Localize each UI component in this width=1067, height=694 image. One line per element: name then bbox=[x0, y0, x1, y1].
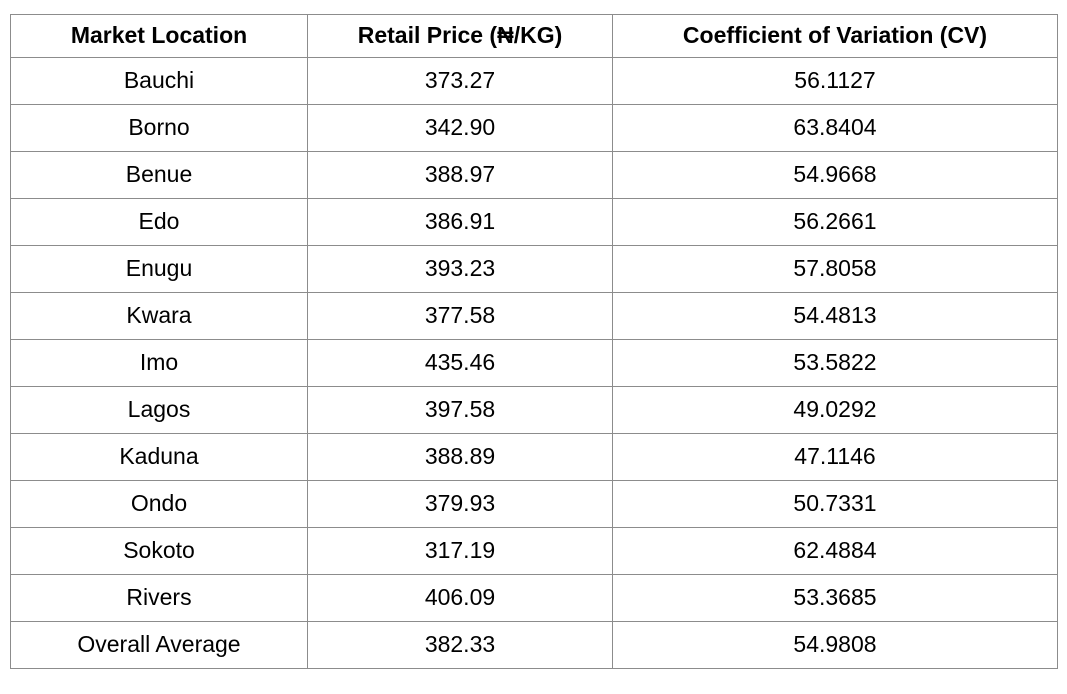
market-location-cell: Enugu bbox=[10, 245, 308, 293]
table-row: Benue 388.97 54.9668 bbox=[10, 151, 1058, 199]
cv-cell: 57.8058 bbox=[612, 245, 1058, 293]
table-row: Bauchi 373.27 56.1127 bbox=[10, 57, 1058, 105]
header-row: Market Location Retail Price (₦/KG) Coef… bbox=[10, 14, 1058, 58]
cv-cell: 56.1127 bbox=[612, 57, 1058, 105]
market-price-table: Market Location Retail Price (₦/KG) Coef… bbox=[10, 14, 1058, 669]
cv-cell: 49.0292 bbox=[612, 386, 1058, 434]
cv-cell: 63.8404 bbox=[612, 104, 1058, 152]
market-location-cell: Kaduna bbox=[10, 433, 308, 481]
cv-cell: 54.4813 bbox=[612, 292, 1058, 340]
table-row: Edo 386.91 56.2661 bbox=[10, 198, 1058, 246]
market-location-cell: Benue bbox=[10, 151, 308, 199]
header-retail-price: Retail Price (₦/KG) bbox=[307, 14, 613, 58]
market-location-cell: Borno bbox=[10, 104, 308, 152]
retail-price-cell: 388.89 bbox=[307, 433, 613, 481]
retail-price-cell: 317.19 bbox=[307, 527, 613, 575]
header-market-location: Market Location bbox=[10, 14, 308, 58]
table-row: Borno 342.90 63.8404 bbox=[10, 104, 1058, 152]
market-location-cell: Lagos bbox=[10, 386, 308, 434]
market-location-cell: Rivers bbox=[10, 574, 308, 622]
retail-price-cell: 386.91 bbox=[307, 198, 613, 246]
market-location-cell: Sokoto bbox=[10, 527, 308, 575]
retail-price-cell: 393.23 bbox=[307, 245, 613, 293]
cv-cell: 56.2661 bbox=[612, 198, 1058, 246]
table-header: Market Location Retail Price (₦/KG) Coef… bbox=[10, 14, 1058, 58]
market-location-cell: Edo bbox=[10, 198, 308, 246]
market-location-cell: Kwara bbox=[10, 292, 308, 340]
market-location-cell: Bauchi bbox=[10, 57, 308, 105]
retail-price-cell: 379.93 bbox=[307, 480, 613, 528]
retail-price-cell: 373.27 bbox=[307, 57, 613, 105]
cv-cell: 62.4884 bbox=[612, 527, 1058, 575]
table-row: Rivers 406.09 53.3685 bbox=[10, 574, 1058, 622]
cv-cell: 53.3685 bbox=[612, 574, 1058, 622]
table-row: Ondo 379.93 50.7331 bbox=[10, 480, 1058, 528]
table-row: Overall Average 382.33 54.9808 bbox=[10, 621, 1058, 669]
table-row: Lagos 397.58 49.0292 bbox=[10, 386, 1058, 434]
table-row: Kwara 377.58 54.4813 bbox=[10, 292, 1058, 340]
cv-cell: 54.9808 bbox=[612, 621, 1058, 669]
retail-price-cell: 397.58 bbox=[307, 386, 613, 434]
retail-price-cell: 388.97 bbox=[307, 151, 613, 199]
retail-price-cell: 377.58 bbox=[307, 292, 613, 340]
retail-price-cell: 382.33 bbox=[307, 621, 613, 669]
table-row: Sokoto 317.19 62.4884 bbox=[10, 527, 1058, 575]
cv-cell: 53.5822 bbox=[612, 339, 1058, 387]
cv-cell: 50.7331 bbox=[612, 480, 1058, 528]
table-body: Bauchi 373.27 56.1127 Borno 342.90 63.84… bbox=[10, 57, 1058, 669]
retail-price-cell: 406.09 bbox=[307, 574, 613, 622]
table-row: Kaduna 388.89 47.1146 bbox=[10, 433, 1058, 481]
market-location-cell: Overall Average bbox=[10, 621, 308, 669]
cv-cell: 47.1146 bbox=[612, 433, 1058, 481]
market-location-cell: Imo bbox=[10, 339, 308, 387]
header-coefficient-of-variation: Coefficient of Variation (CV) bbox=[612, 14, 1058, 58]
market-location-cell: Ondo bbox=[10, 480, 308, 528]
table-row: Imo 435.46 53.5822 bbox=[10, 339, 1058, 387]
retail-price-cell: 342.90 bbox=[307, 104, 613, 152]
cv-cell: 54.9668 bbox=[612, 151, 1058, 199]
table-row: Enugu 393.23 57.8058 bbox=[10, 245, 1058, 293]
retail-price-cell: 435.46 bbox=[307, 339, 613, 387]
